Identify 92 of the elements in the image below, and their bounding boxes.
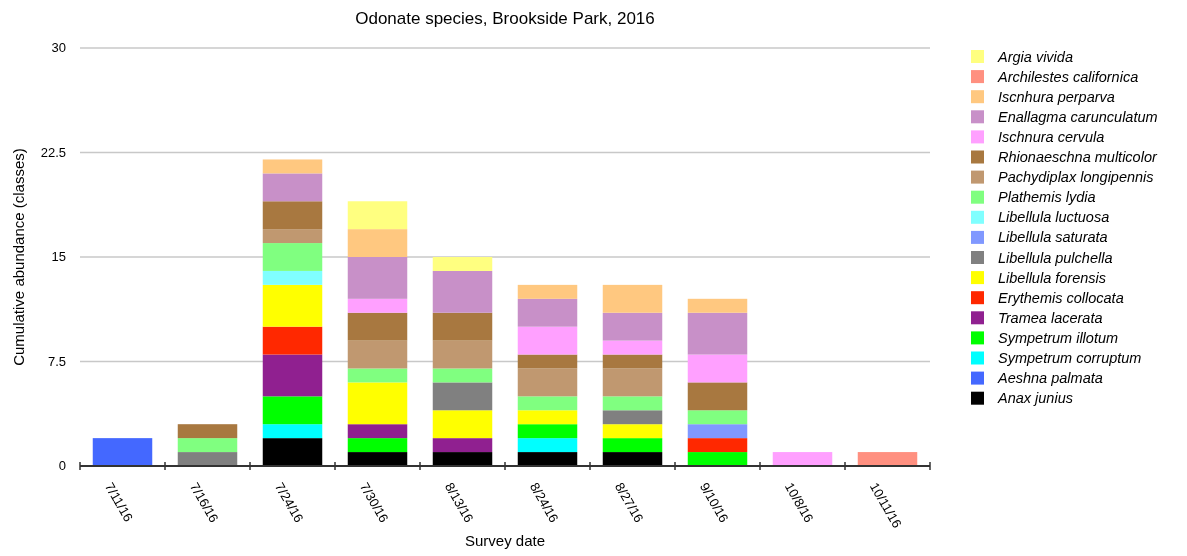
legend-label: Pachydiplax longipennis (998, 169, 1154, 186)
legend-label: Sympetrum illotum (998, 329, 1119, 346)
legend-label: Libellula forensis (998, 269, 1107, 286)
bar (262, 424, 323, 439)
bar (347, 201, 408, 230)
bar (262, 243, 323, 271)
chart-title: Odonate species, Brookside Park, 2016 (355, 9, 655, 28)
bar (347, 340, 408, 369)
bar (602, 312, 663, 341)
bar (432, 438, 493, 453)
bar (687, 354, 748, 383)
bar (177, 452, 238, 466)
bar (517, 326, 578, 355)
bar (347, 382, 408, 425)
bar (432, 270, 493, 313)
bar (602, 452, 663, 466)
bar (687, 424, 748, 439)
y-tick-label: 15 (51, 249, 66, 264)
bar (517, 438, 578, 453)
bar (517, 354, 578, 369)
legend-label: Plathemis lydia (998, 189, 1096, 206)
legend-label: Archilestes californica (997, 68, 1139, 85)
bar (177, 424, 238, 439)
bar (432, 452, 493, 466)
bar (347, 229, 408, 257)
bar (857, 452, 918, 466)
bar (262, 229, 323, 244)
x-axis-title: Survey date (464, 532, 546, 549)
bar (262, 438, 323, 466)
bar (347, 312, 408, 341)
bar (347, 438, 408, 453)
bar (602, 396, 663, 411)
legend-label: Tramea lacerata (998, 309, 1103, 326)
bar (432, 410, 493, 439)
bar (687, 410, 748, 425)
bar (602, 340, 663, 355)
bar (432, 382, 493, 411)
bar (517, 452, 578, 466)
legend-label: Anax junius (997, 390, 1073, 407)
bar (687, 438, 748, 453)
bar (517, 424, 578, 439)
bar (687, 382, 748, 411)
y-tick-label: 7.5 (47, 353, 66, 369)
legend-label: Libellula luctuosa (998, 209, 1110, 226)
bar (347, 368, 408, 383)
bar (602, 410, 663, 425)
bar (602, 284, 663, 313)
bar (517, 396, 578, 411)
bar (687, 312, 748, 355)
bar (517, 410, 578, 425)
legend-label: Sympetrum corruptum (998, 350, 1142, 366)
bar (262, 159, 323, 174)
bar (347, 257, 408, 299)
bar (687, 452, 748, 466)
bar (347, 298, 408, 313)
bar (602, 368, 663, 397)
legend-label: Argia vivida (997, 48, 1073, 65)
bar (262, 284, 323, 327)
bar (432, 257, 493, 271)
bar (517, 368, 578, 397)
bar (177, 438, 238, 453)
bar (602, 424, 663, 439)
bar (602, 354, 663, 369)
bar (517, 284, 578, 299)
bar (517, 298, 578, 327)
legend-label: Ischnura cervula (998, 128, 1105, 145)
bar (687, 298, 748, 313)
legend-label: Erythemis collocata (998, 289, 1124, 306)
bar (262, 173, 323, 202)
bar (347, 424, 408, 439)
bar (432, 340, 493, 369)
bar (262, 354, 323, 397)
legend-label: Libellula saturata (998, 229, 1108, 246)
legend-label: Rhionaeschna multicolor (998, 149, 1158, 165)
y-tick-label: 22.5 (40, 144, 66, 160)
bar (347, 452, 408, 466)
bar (262, 396, 323, 425)
bar (262, 326, 323, 355)
bar (602, 438, 663, 453)
y-axis-title: Cumulative abundance (classes) (10, 148, 27, 366)
y-tick-label: 30 (51, 40, 66, 55)
bar (772, 452, 833, 466)
legend-label: Aeshna palmata (997, 370, 1103, 387)
legend-label: Libellula pulchella (998, 249, 1113, 266)
y-tick-label: 0 (58, 458, 66, 473)
bar (432, 312, 493, 341)
legend-label: Enallagma carunculatum (998, 108, 1158, 125)
bar (262, 270, 323, 285)
legend-label: Iscnhura perparva (998, 88, 1115, 105)
bar (432, 368, 493, 383)
bar (92, 438, 153, 466)
bar (262, 201, 323, 230)
